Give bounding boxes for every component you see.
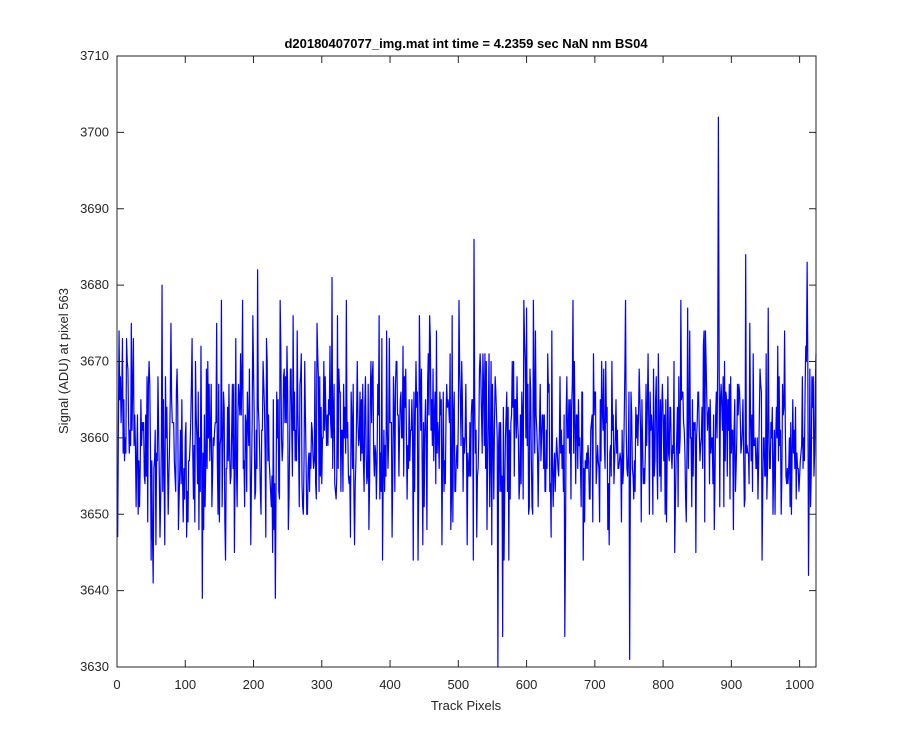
x-tick-label: 500 xyxy=(447,677,469,692)
chart-title: d20180407077_img.mat int time = 4.2359 s… xyxy=(284,36,648,51)
x-tick-label: 900 xyxy=(721,677,743,692)
series-layer xyxy=(117,116,817,668)
x-tick-label: 0 xyxy=(113,677,120,692)
y-tick-label: 3670 xyxy=(80,354,109,369)
x-tick-label: 1000 xyxy=(785,677,814,692)
y-tick-label: 3630 xyxy=(80,659,109,674)
x-tick-label: 100 xyxy=(174,677,196,692)
x-axis-label: Track Pixels xyxy=(431,698,502,713)
y-tick-label: 3690 xyxy=(80,201,109,216)
y-tick-label: 3700 xyxy=(80,124,109,139)
x-tick-label: 600 xyxy=(516,677,538,692)
x-tick-label: 400 xyxy=(379,677,401,692)
y-axis-label: Signal (ADU) at pixel 563 xyxy=(56,288,71,434)
x-tick-label: 300 xyxy=(311,677,333,692)
x-tick-label: 800 xyxy=(652,677,674,692)
plot-area xyxy=(117,56,816,667)
y-tick-label: 3640 xyxy=(80,583,109,598)
x-tick-label: 200 xyxy=(243,677,265,692)
y-tick-label: 3650 xyxy=(80,506,109,521)
signal-series-line xyxy=(117,116,817,668)
y-tick-label: 3680 xyxy=(80,277,109,292)
y-tick-label: 3710 xyxy=(80,48,109,63)
x-tick-label: 700 xyxy=(584,677,606,692)
ticks-layer: 0 100 200 300 400 500 600 700 800 900 1000 3630 3640… xyxy=(80,48,816,692)
y-tick-label: 3660 xyxy=(80,430,109,445)
